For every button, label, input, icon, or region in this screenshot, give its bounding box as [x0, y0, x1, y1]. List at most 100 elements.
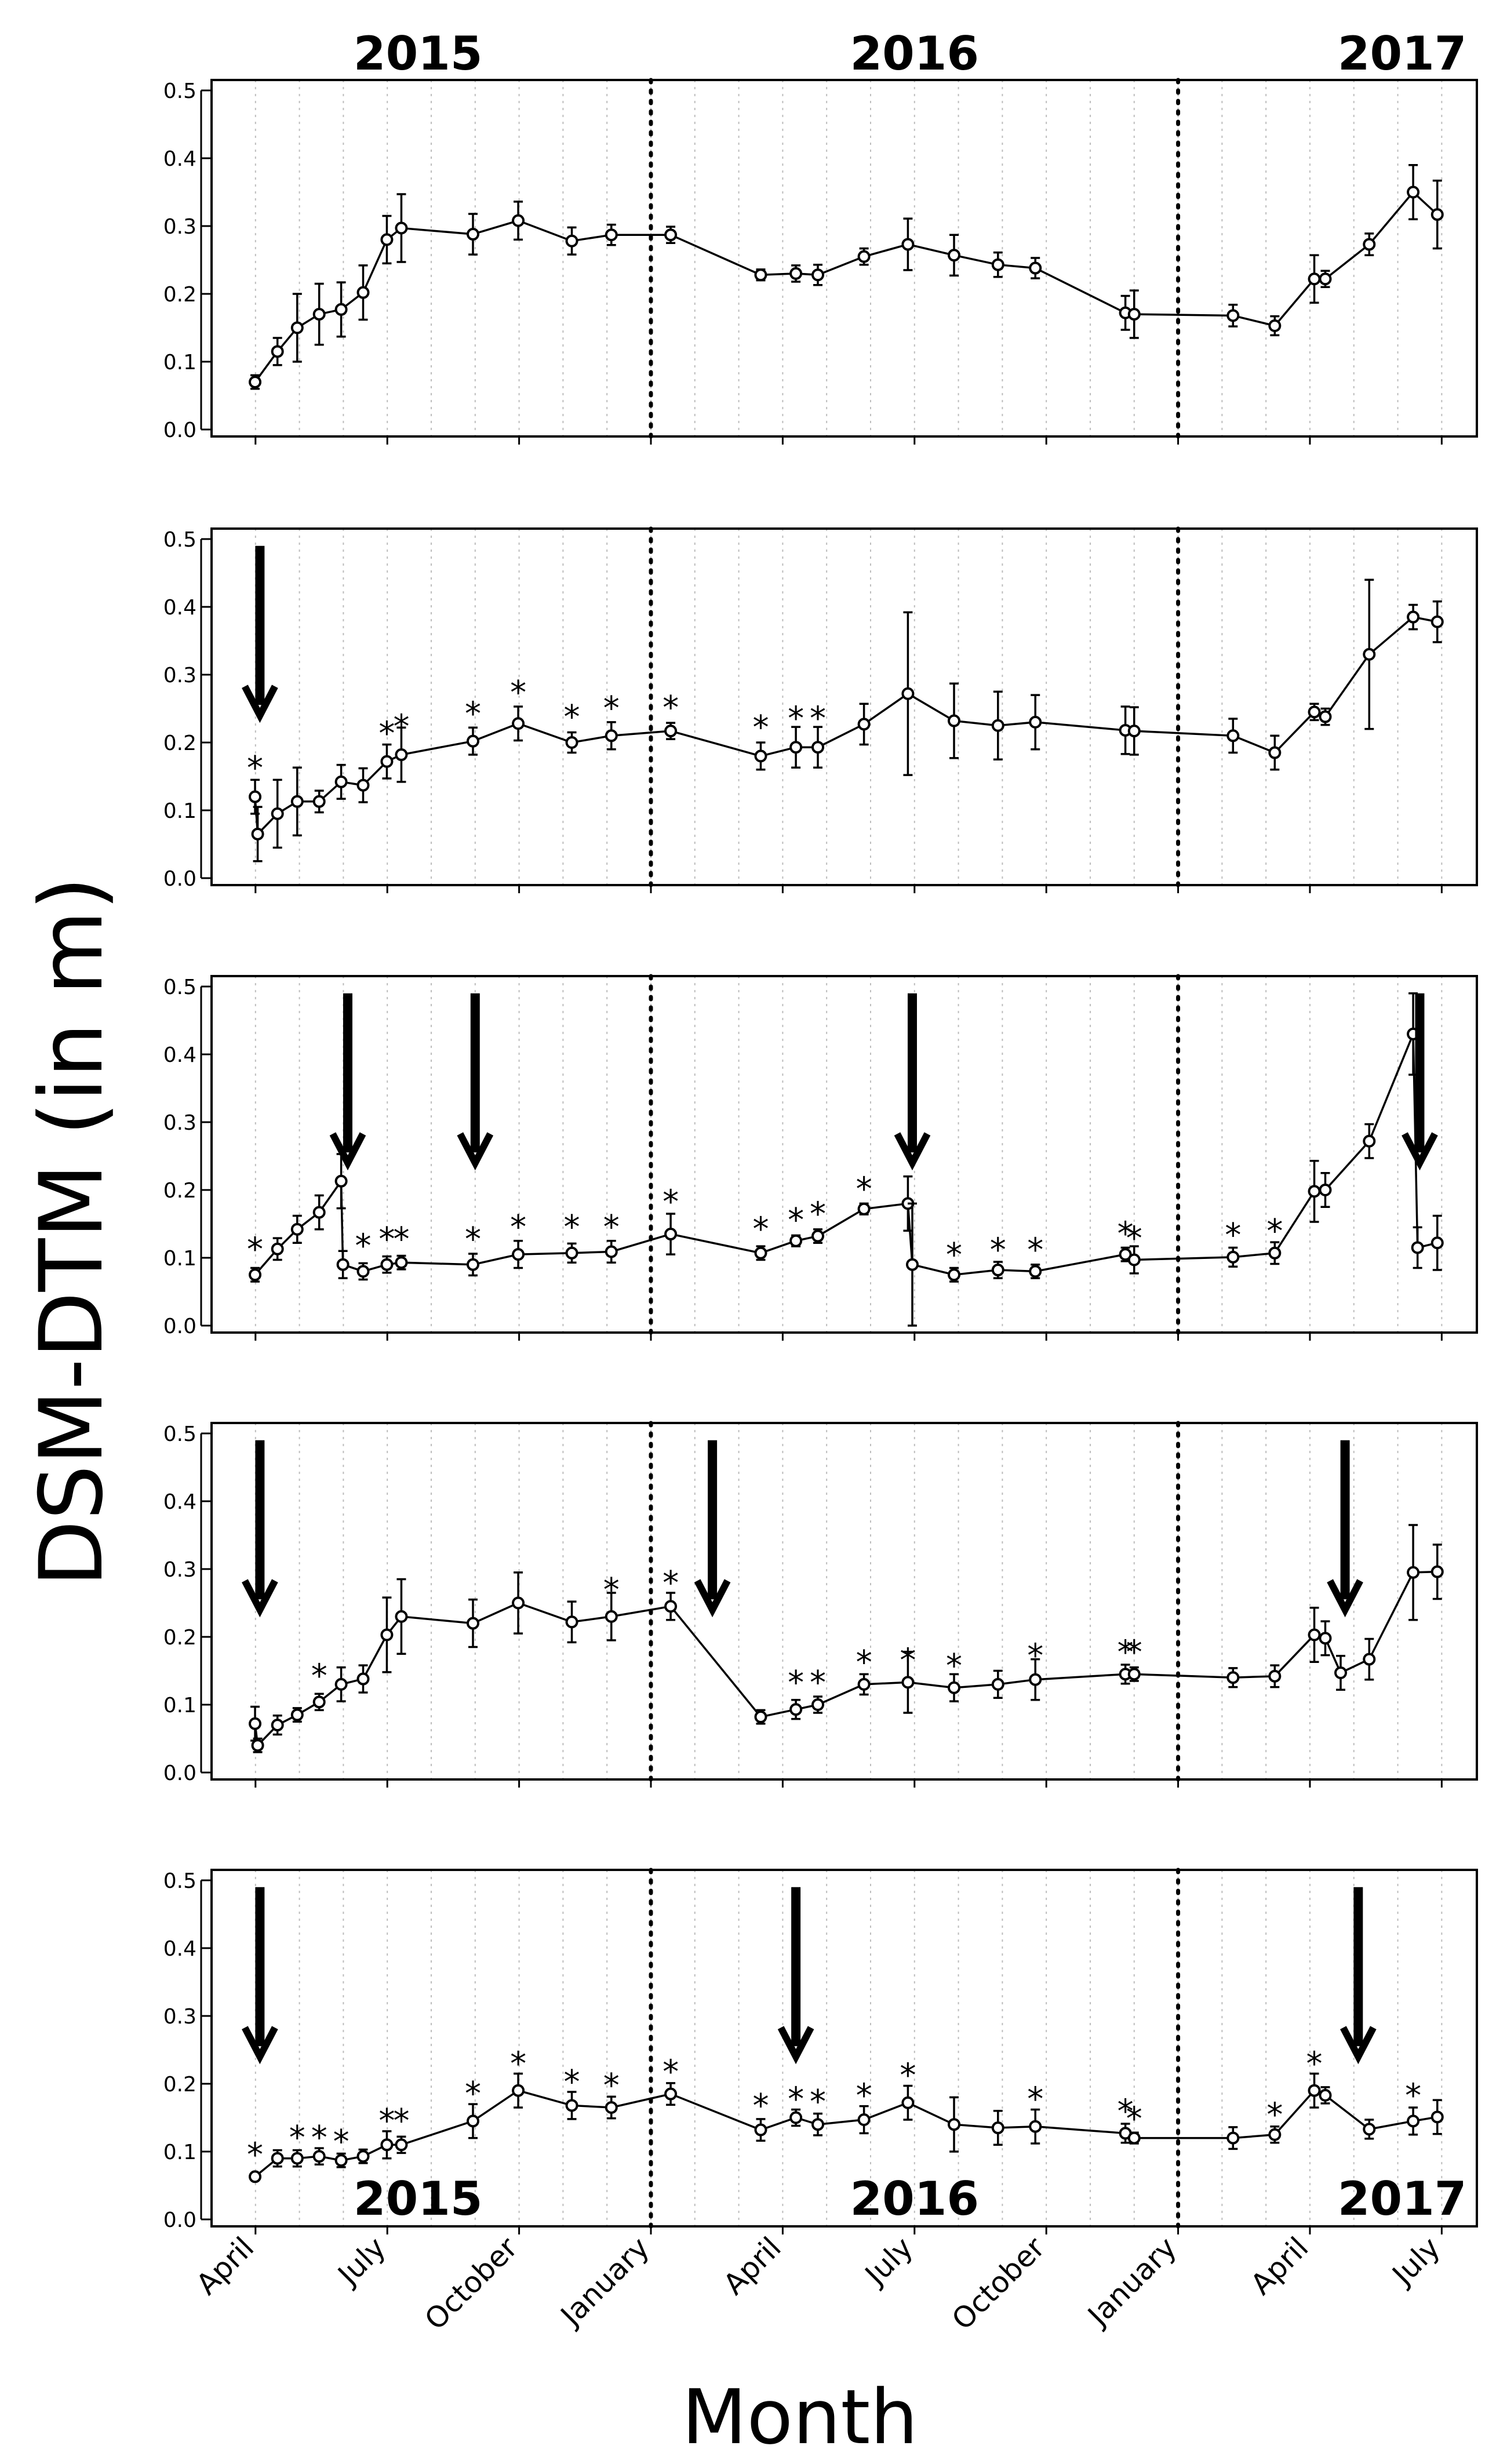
significance-star: * [564, 698, 580, 736]
data-point [857, 1202, 871, 1215]
y-tick-label: 0.5 [163, 79, 196, 103]
data-point [1319, 1184, 1332, 1196]
significance-star: * [393, 708, 409, 746]
data-point [664, 725, 678, 738]
data-point [312, 2150, 326, 2163]
significance-star: * [378, 1221, 395, 1258]
significance-star: * [946, 1647, 962, 1685]
data-point [1308, 705, 1321, 719]
significance-star: * [788, 2080, 804, 2118]
arrow-head [1327, 1579, 1363, 1618]
data-point [290, 795, 304, 808]
data-point [467, 734, 480, 748]
y-tick-label: 0.5 [163, 976, 196, 999]
data-point [395, 221, 408, 235]
data-point [991, 2121, 1004, 2135]
series-line [254, 190, 1438, 383]
y-tick-label: 0.5 [163, 1869, 196, 1893]
data-point [1268, 1669, 1282, 1683]
significance-star: * [788, 1202, 804, 1239]
data-point [1127, 1668, 1141, 1681]
x-tick-label: October [945, 2230, 1051, 2336]
data-point [512, 214, 525, 227]
significance-star: * [1126, 2100, 1142, 2138]
significance-star: * [378, 715, 395, 752]
arrow-head [242, 685, 278, 723]
y-tick-label: 0.4 [163, 596, 196, 620]
significance-star: * [465, 695, 481, 733]
y-tick-label: 0.1 [163, 799, 196, 823]
data-point [565, 1615, 578, 1629]
data-point [1308, 272, 1321, 286]
data-point [1029, 2120, 1042, 2133]
significance-star: * [810, 2083, 826, 2121]
year-label-bottom: 2015 [354, 2172, 483, 2226]
y-tick-label: 0.0 [163, 867, 196, 891]
data-point [605, 1610, 618, 1623]
significance-star: * [465, 2075, 481, 2113]
data-point [1268, 2128, 1282, 2141]
data-point [789, 1234, 803, 1247]
data-point [1407, 185, 1420, 199]
y-tick-label: 0.0 [163, 2208, 196, 2232]
data-point [754, 268, 767, 282]
data-point [467, 2114, 480, 2128]
data-point [1411, 1241, 1424, 1254]
arrow-head [457, 1132, 494, 1171]
data-point [947, 1681, 960, 1694]
data-point [512, 1596, 525, 1610]
y-tick-label: 0.3 [163, 1111, 196, 1135]
y-tick-label: 0.4 [163, 147, 196, 171]
data-point [380, 2138, 394, 2152]
data-point [1407, 610, 1420, 624]
y-tick-label: 0.1 [163, 1694, 196, 1717]
panel-frame [210, 1869, 1478, 2228]
data-point [1363, 1653, 1376, 1666]
data-point [1029, 715, 1042, 729]
data-point [811, 1698, 825, 1711]
y-tick-label: 0.3 [163, 1558, 196, 1582]
series-line [254, 1570, 1437, 1748]
data-point [811, 1229, 825, 1243]
significance-star: * [1225, 1217, 1241, 1254]
data-point [251, 1739, 264, 1752]
data-point [249, 1717, 262, 1730]
data-point [1268, 319, 1282, 332]
year-label-top: 2017 [1338, 27, 1467, 81]
series-line [254, 616, 1438, 836]
data-point [1127, 725, 1141, 738]
data-point [271, 1719, 284, 1732]
significance-star: * [289, 2119, 305, 2157]
significance-star: * [1027, 1637, 1043, 1675]
x-tick-label: January [1080, 2230, 1183, 2333]
panel-4: 0.00.10.20.30.40.5** ** ** * * * ** [163, 1421, 1478, 1788]
significance-star: * [311, 2119, 327, 2157]
arrow-head [777, 2026, 814, 2065]
data-point [1226, 309, 1240, 322]
data-point [901, 1676, 915, 1689]
series-line [254, 1033, 1438, 1276]
significance-star: * [788, 700, 804, 738]
significance-star: * [752, 709, 769, 747]
data-point [249, 376, 262, 389]
significance-star: * [1117, 1215, 1134, 1253]
x-tick-label: April [717, 2230, 788, 2301]
data-point [565, 1246, 578, 1260]
data-point [947, 1268, 960, 1282]
data-point [1319, 1632, 1332, 1645]
data-point [356, 286, 370, 299]
y-tick-label: 0.3 [163, 2005, 196, 2029]
data-point [664, 2087, 678, 2101]
data-point [271, 807, 284, 820]
y-tick-label: 0.2 [163, 1626, 196, 1650]
y-tick-label: 0.0 [163, 1761, 196, 1785]
data-point [356, 1672, 370, 1686]
y-tick-label: 0.1 [163, 351, 196, 374]
significance-star: * [1266, 2096, 1283, 2134]
panel-frame [210, 527, 1478, 886]
significance-star: * [603, 1571, 620, 1609]
arrow-head [329, 1132, 366, 1171]
data-point [1029, 1265, 1042, 1278]
data-point [356, 778, 370, 792]
significance-star: * [856, 2077, 872, 2115]
